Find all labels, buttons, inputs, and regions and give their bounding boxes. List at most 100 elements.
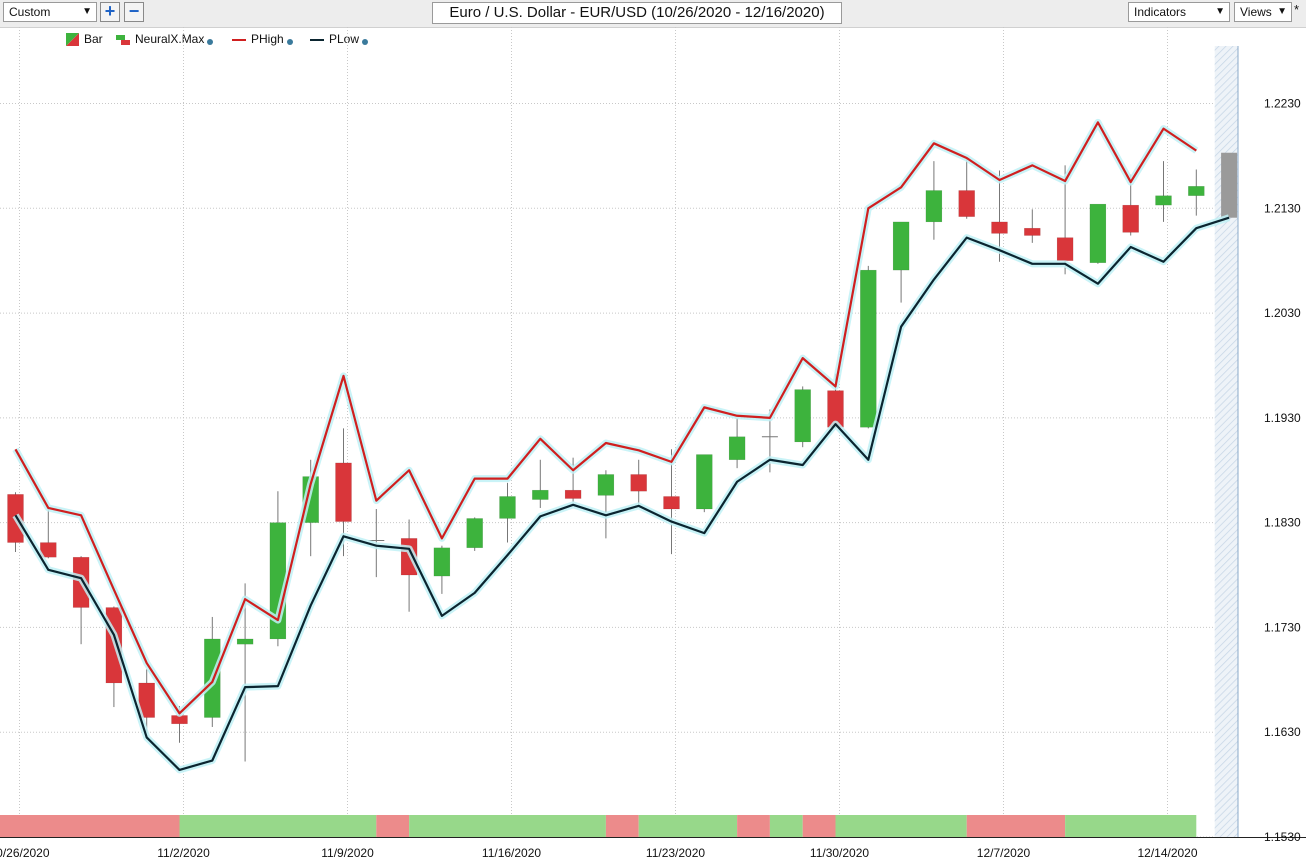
candle-body-down [958,190,975,217]
chart-toolbar: Custom ▼ + − Euro / U.S. Dollar - EUR/US… [0,0,1306,28]
candle-body-up [696,454,713,510]
chevron-down-icon: ▼ [1277,6,1287,17]
chevron-down-icon: ▼ [82,6,92,17]
chevron-down-icon: ▼ [1215,6,1225,17]
candle-body-down [630,474,647,492]
series-line [14,216,1230,772]
x-tick-label: 11/2/2020 [157,846,210,860]
candle [794,386,811,448]
x-tick-label: 11/30/2020 [810,846,869,860]
candle-body-down [335,462,352,522]
legend-item-neuralx[interactable]: NeuralX.Max [116,31,214,47]
legend-item-plow[interactable]: PLow [310,31,369,47]
x-tick-label: 12/14/2020 [1137,846,1197,860]
forecast-zone [1214,46,1239,837]
candle [1155,161,1172,222]
signal-band-up [835,815,967,837]
signal-band-down [376,815,410,837]
candle-body-down [1056,237,1074,261]
signal-band-down [737,815,770,837]
candle-body-up [892,221,910,271]
price-chart[interactable]: 1.2230 1.2130 1.2030 1.1930 1.1830 1.1730 1.16… [0,27,1306,868]
candle-body-down [564,489,582,499]
minus-icon: − [128,1,140,21]
candle-body-up [236,638,254,645]
legend-label-bar: Bar [84,32,103,46]
candle [728,417,746,469]
y-tick-label: 1.1930 [1264,411,1301,425]
x-tick-label: 12/7/2020 [977,846,1031,860]
candles [7,152,1238,762]
candle [532,459,549,508]
legend-item-bar[interactable]: Bar [66,31,103,47]
candle [958,157,975,219]
candle-body-up [433,547,451,577]
candle [72,556,90,645]
candle [630,459,647,506]
candle [663,449,680,555]
candle [40,509,57,559]
series-plow [12,214,1231,774]
candle-body-up [499,496,516,519]
candle-body-up [925,190,943,223]
y-tick-label: 1.2230 [1264,96,1301,110]
candle-body-up [794,389,811,443]
candle-body-up [597,474,615,496]
modified-marker: * [1294,2,1300,17]
candle [138,669,155,733]
preset-value: Custom [9,5,51,19]
indicators-dropdown[interactable]: Indicators ▼ [1128,2,1230,22]
candle [860,265,877,429]
candle-body-down [138,682,155,718]
candle-body-down [1122,204,1139,233]
legend-label-neuralx: NeuralX.Max [135,32,205,46]
legend-item-phigh[interactable]: PHigh [232,31,293,47]
signal-band-down [802,815,836,837]
legend-label-phigh: PHigh [251,32,284,46]
candle [597,470,615,539]
views-dropdown[interactable]: Views ▼ [1234,2,1292,22]
candle [1024,209,1041,243]
x-tick-label: 11/16/2020 [482,846,541,860]
y-tick-label: 1.1630 [1264,725,1301,739]
views-label: Views [1240,5,1272,19]
preset-dropdown[interactable]: Custom ▼ [3,2,97,22]
forecast-bar [1221,152,1238,218]
candle [1188,169,1205,216]
zoom-out-button[interactable]: − [124,2,144,22]
y-tick-label: 1.1530 [1264,830,1301,844]
forecast-hatch [1214,46,1238,837]
candle-body-up [532,489,549,500]
signal-band-down [0,815,180,837]
settings-dot-icon[interactable] [362,38,369,45]
y-axis-ticks: 1.2230 1.2130 1.2030 1.1930 1.1830 1.1730 1.16… [1264,96,1301,844]
candle-body-up [860,269,877,428]
settings-dot-icon[interactable] [286,38,293,45]
signal-band-down [966,815,1066,837]
candle-body-up [1188,186,1205,196]
y-tick-label: 1.1730 [1264,620,1301,634]
candle-body-up [1155,195,1172,206]
y-tick-label: 1.2030 [1264,306,1301,320]
x-axis-ticks: 10/26/2020 11/2/2020 11/9/2020 11/16/2020 11… [0,846,1198,860]
candle-body-down [663,496,680,510]
candle [696,454,713,513]
signal-band-up [638,815,738,837]
candle [433,545,451,594]
candle-body-down [991,221,1008,234]
series-glow [12,214,1231,774]
x-tick-label: 11/23/2020 [646,846,705,860]
candle [925,161,943,240]
settings-dot-icon[interactable] [207,38,214,45]
candle [236,583,254,762]
zoom-in-button[interactable]: + [100,2,120,22]
indicator-lines [12,118,1231,774]
signal-band-up [769,815,803,837]
phigh-line-icon [232,38,246,41]
candle-body-up [1089,203,1107,264]
signal-bands [0,815,1197,837]
bar-swatch-icon [66,33,79,47]
y-tick-label: 1.2130 [1264,201,1301,215]
candle [466,517,483,551]
signal-band-up [1065,815,1197,837]
